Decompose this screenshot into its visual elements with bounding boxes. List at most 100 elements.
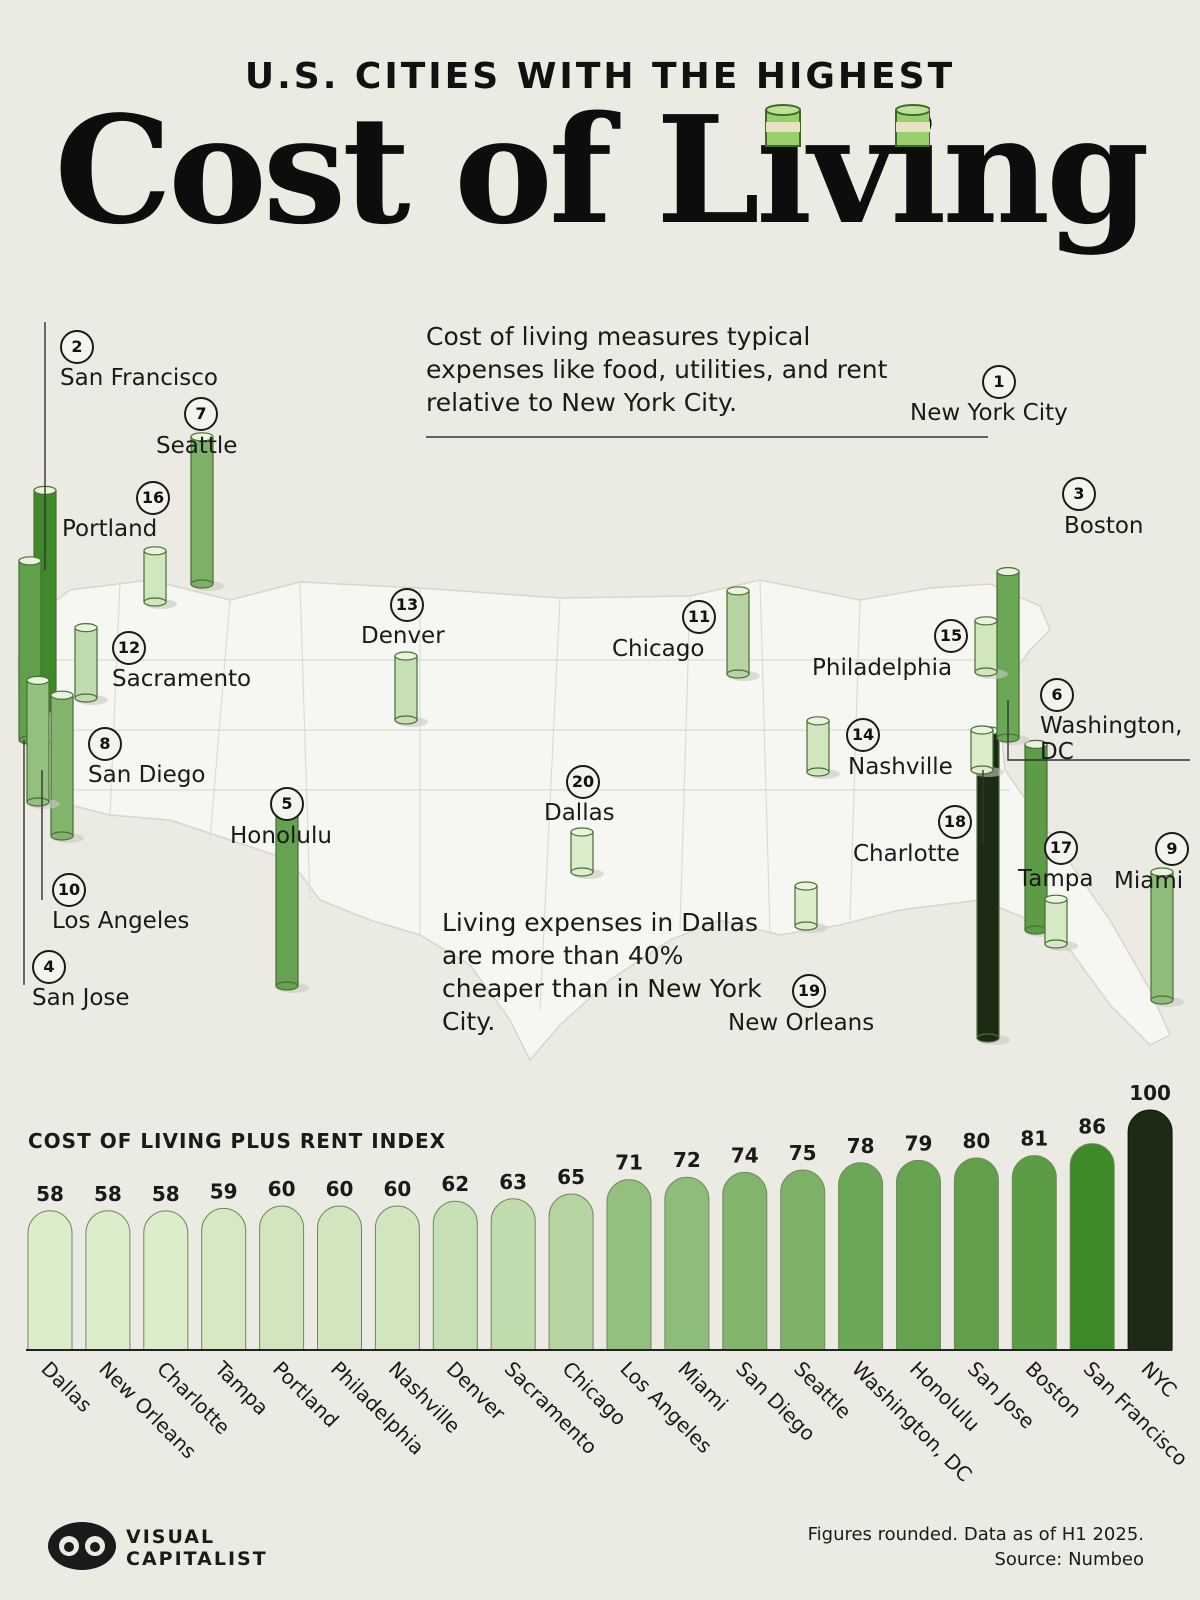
value-label: 79 bbox=[905, 1131, 933, 1155]
rank-badge-8: 8 bbox=[88, 727, 122, 761]
brand-line-2: CAPITALIST bbox=[126, 1548, 268, 1570]
city-label-dallas: Dallas bbox=[544, 800, 615, 826]
cylinder-dallas bbox=[570, 827, 604, 879]
rank-badge-2: 2 bbox=[60, 330, 94, 364]
bar-seattle bbox=[780, 1169, 826, 1351]
value-label: 60 bbox=[326, 1177, 354, 1201]
rank-badge-11: 11 bbox=[682, 600, 716, 634]
city-label-denver: Denver bbox=[361, 623, 445, 649]
value-label: 59 bbox=[210, 1179, 238, 1203]
city-label-san-francisco: San Francisco bbox=[60, 365, 219, 391]
city-label-philadelphia: Philadelphia bbox=[812, 655, 953, 681]
cylinder-charlotte bbox=[970, 725, 1004, 777]
bar-portland bbox=[259, 1205, 305, 1351]
cylinder-san-diego bbox=[50, 690, 84, 843]
city-label-new-york: New York City bbox=[910, 400, 1068, 426]
rank-badge-10: 10 bbox=[52, 873, 86, 907]
bar-san-diego bbox=[722, 1171, 768, 1351]
rank-badge-15: 15 bbox=[934, 619, 968, 653]
value-label: 100 bbox=[1129, 1081, 1171, 1105]
money-roll-icon bbox=[765, 104, 801, 147]
bar-boston bbox=[1011, 1155, 1057, 1351]
city-label-sacramento: Sacramento bbox=[112, 666, 252, 692]
city-label-nashville: Nashville bbox=[848, 754, 953, 780]
bar-nashville bbox=[374, 1205, 420, 1351]
bar-new-orleans bbox=[85, 1210, 131, 1351]
kicker-title: U.S. CITIES WITH THE HIGHEST bbox=[244, 56, 956, 97]
map-cylinders bbox=[18, 432, 1184, 1045]
city-label-washington: Washington, DC bbox=[1040, 713, 1183, 765]
value-label: 63 bbox=[499, 1170, 527, 1194]
brand-line-1: VISUAL bbox=[126, 1526, 216, 1548]
footnote: Figures rounded. Data as of H1 2025. bbox=[807, 1524, 1144, 1545]
city-label-boston: Boston bbox=[1064, 513, 1144, 539]
cylinder-portland bbox=[143, 546, 177, 609]
value-label: 72 bbox=[673, 1148, 701, 1172]
bar-los-angeles bbox=[606, 1179, 652, 1351]
bar-chicago bbox=[548, 1193, 594, 1351]
city-label-honolulu: Honolulu bbox=[230, 823, 332, 849]
bar-honolulu bbox=[896, 1159, 941, 1351]
rank-badge-20: 20 bbox=[566, 765, 600, 799]
bar-miami bbox=[664, 1176, 710, 1351]
value-label: 86 bbox=[1078, 1115, 1106, 1139]
cylinder-chicago bbox=[726, 586, 760, 681]
bar-san-francisco bbox=[1069, 1143, 1115, 1351]
definition-note: Cost of living measures typical expenses… bbox=[426, 322, 888, 417]
rank-badge-14: 14 bbox=[846, 718, 880, 752]
bar-san-jose bbox=[953, 1157, 999, 1351]
cylinder-los-angeles bbox=[26, 675, 60, 809]
state-borders bbox=[30, 579, 1030, 1011]
value-label: 71 bbox=[615, 1151, 643, 1175]
value-label: 58 bbox=[36, 1182, 64, 1206]
rank-badge-5: 5 bbox=[270, 787, 304, 821]
rank-badge-13: 13 bbox=[390, 588, 424, 622]
city-label-san-diego: San Diego bbox=[88, 762, 206, 788]
value-label: 81 bbox=[1020, 1127, 1048, 1151]
rank-badge-19: 19 bbox=[792, 974, 826, 1008]
source-block: Figures rounded. Data as of H1 2025. Sou… bbox=[808, 1522, 1144, 1572]
bar-charlotte bbox=[143, 1210, 189, 1351]
bar-dallas bbox=[27, 1210, 73, 1351]
money-roll-icon bbox=[895, 104, 930, 147]
bar-tampa bbox=[201, 1207, 247, 1351]
rank-badge-16: 16 bbox=[136, 481, 170, 515]
rank-badge-12: 12 bbox=[112, 631, 146, 665]
value-label: 60 bbox=[383, 1177, 411, 1201]
value-label: 74 bbox=[731, 1143, 759, 1167]
value-label: 78 bbox=[847, 1134, 875, 1158]
category-label: San Francisco bbox=[1079, 1357, 1193, 1471]
city-label-san-jose: San Jose bbox=[32, 985, 130, 1011]
city-label-tampa: Tampa bbox=[1018, 866, 1094, 892]
bar-philadelphia bbox=[317, 1205, 362, 1351]
city-label-seattle: Seattle bbox=[156, 433, 238, 459]
rank-badge-18: 18 bbox=[938, 805, 972, 839]
city-label-portland: Portland bbox=[62, 516, 158, 542]
rank-badge-9: 9 bbox=[1155, 832, 1189, 866]
city-label-chicago: Chicago bbox=[612, 636, 705, 662]
rank-badge-6: 6 bbox=[1040, 678, 1074, 712]
city-label-los-angeles: Los Angeles bbox=[52, 908, 190, 934]
rank-badge-17: 17 bbox=[1044, 831, 1078, 865]
visual-capitalist-logo-icon bbox=[48, 1522, 116, 1570]
headline-title: Cost of Living bbox=[54, 83, 1149, 257]
rank-badge-4: 4 bbox=[32, 950, 66, 984]
cylinder-denver bbox=[394, 651, 428, 727]
rank-badge-7: 7 bbox=[184, 397, 218, 431]
value-label: 75 bbox=[789, 1141, 817, 1165]
brand-wordmark: VISUAL CAPITALIST bbox=[126, 1526, 268, 1570]
bar-nyc bbox=[1127, 1109, 1173, 1351]
city-label-charlotte: Charlotte bbox=[853, 841, 960, 867]
cylinder-seattle bbox=[190, 432, 224, 591]
category-label: Dallas bbox=[36, 1357, 96, 1417]
bar-denver bbox=[432, 1200, 478, 1351]
us-map bbox=[17, 322, 1190, 1062]
chart-title: COST OF LIVING PLUS RENT INDEX bbox=[28, 1129, 447, 1153]
cylinder-tampa bbox=[1044, 894, 1078, 951]
cylinder-new-orleans bbox=[794, 881, 828, 933]
bar-washington-dc bbox=[838, 1162, 884, 1351]
value-label: 65 bbox=[557, 1165, 585, 1189]
value-label: 62 bbox=[441, 1172, 469, 1196]
